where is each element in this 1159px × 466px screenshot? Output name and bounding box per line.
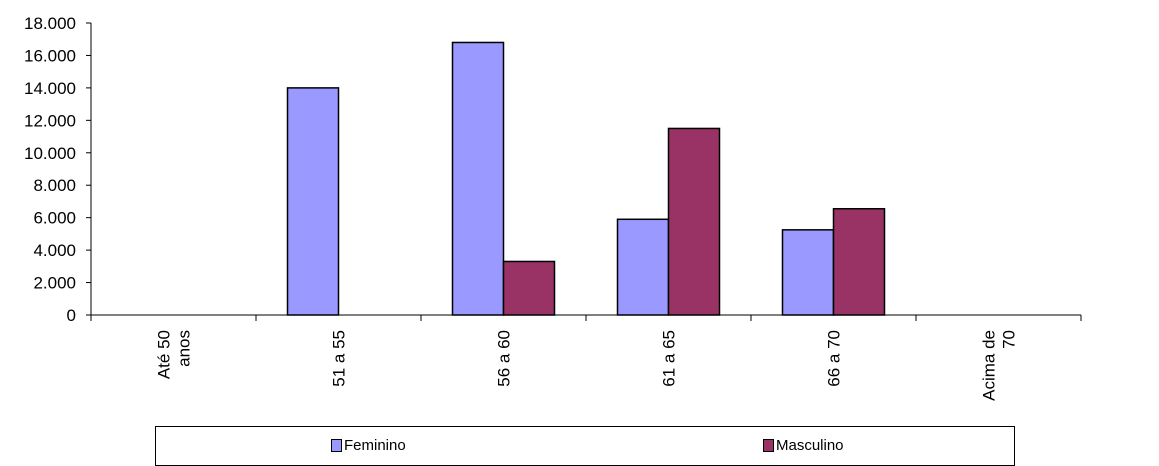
x-category-label: 51 a 55: [330, 330, 349, 387]
legend-swatch-feminino: [331, 439, 342, 452]
y-tick-label: 4.000: [33, 241, 76, 260]
y-tick-label: 10.000: [24, 144, 76, 163]
bar-masculino-4: [667, 127, 721, 316]
x-category-label: 66 a 70: [825, 330, 844, 387]
chart-legend: Feminino Masculino: [155, 426, 1015, 466]
x-category-label: 61 a 65: [660, 330, 679, 387]
y-axis: 0 2.000 4.000 6.000 8.000 10.000 12.000 14.000 1…: [24, 14, 92, 325]
legend-item-masculino: Masculino: [763, 437, 844, 454]
legend-swatch-masculino: [763, 439, 774, 452]
bar-feminino-3: [451, 41, 505, 316]
bar-masculino-5: [832, 207, 886, 316]
y-tick-label: 6.000: [33, 209, 76, 228]
x-category-label: 56 a 60: [495, 330, 514, 387]
y-tick-label: 12.000: [24, 111, 76, 130]
y-tick-label: 2.000: [33, 274, 76, 293]
x-category-label-line: anos: [175, 330, 194, 367]
y-tick-label: 8.000: [33, 176, 76, 195]
y-tick-label: 0: [67, 306, 76, 325]
bar-feminino-5: [781, 229, 835, 316]
bar-masculino-3: [502, 260, 556, 316]
x-category-label: Até 50 anos: [155, 330, 194, 379]
y-tick-label: 14.000: [24, 79, 76, 98]
legend-item-feminino: Feminino: [331, 437, 406, 454]
legend-label-feminino: Feminino: [344, 437, 406, 454]
y-tick-label: 16.000: [24, 46, 76, 65]
bars: [286, 41, 886, 316]
x-category-label-line: 56 a 60: [495, 330, 514, 387]
x-category-label: Acima de 70: [980, 330, 1019, 401]
legend-label-masculino: Masculino: [776, 437, 844, 454]
bar-feminino-2: [286, 87, 340, 316]
x-category-label-line: Até 50: [155, 330, 174, 379]
x-category-label-line: 61 a 65: [660, 330, 679, 387]
x-category-label-line: 51 a 55: [330, 330, 349, 387]
bar-chart: 0 2.000 4.000 6.000 8.000 10.000 12.000 14.000 1…: [24, 14, 1082, 401]
y-tick-label: 18.000: [24, 14, 76, 33]
x-axis: Até 50 anos 51 a 55 56 a 60 61 a 65 66 a 70 Ac…: [90, 314, 1082, 401]
x-category-label-line: 66 a 70: [825, 330, 844, 387]
x-category-label-line: 70: [1000, 330, 1019, 349]
bar-feminino-4: [616, 218, 670, 316]
x-category-label-line: Acima de: [980, 330, 999, 401]
